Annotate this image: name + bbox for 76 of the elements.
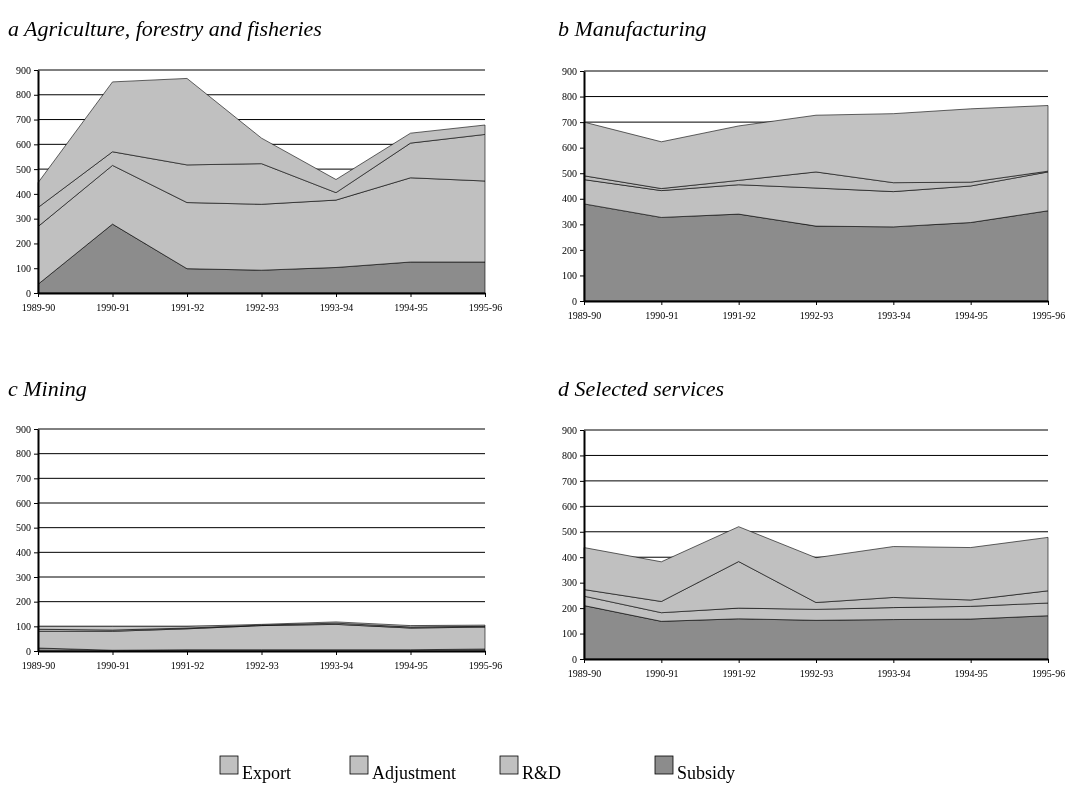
x-tick-label: 1995-96 — [1031, 668, 1066, 679]
x-tick-label: 1995-96 — [468, 302, 503, 313]
y-tick-label: 500 — [562, 526, 577, 538]
y-tick-label: 300 — [16, 213, 31, 225]
y-tick-label: 200 — [16, 596, 31, 608]
y-tick-label: 0 — [572, 295, 577, 307]
y-tick-label: 700 — [16, 473, 31, 485]
y-tick-label: 100 — [562, 628, 577, 640]
legend-label: Subsidy — [677, 763, 736, 783]
y-tick-label: 700 — [562, 475, 577, 487]
y-tick-label: 300 — [16, 571, 31, 583]
x-tick-label: 1989-90 — [567, 668, 602, 679]
x-tick-label: 1989-90 — [21, 302, 56, 313]
legend-label: Adjustment — [372, 763, 456, 783]
x-tick-label: 1989-90 — [21, 660, 56, 671]
x-tick-label: 1990-91 — [645, 310, 679, 321]
x-tick-label: 1994-95 — [954, 310, 988, 321]
y-tick-label: 700 — [562, 116, 577, 128]
y-tick-label: 500 — [562, 167, 577, 179]
y-tick-label: 500 — [16, 163, 31, 175]
y-tick-label: 900 — [562, 65, 577, 77]
y-tick-label: 800 — [562, 91, 577, 103]
y-tick-label: 700 — [16, 114, 31, 126]
y-tick-label: 100 — [16, 262, 31, 274]
y-tick-label: 300 — [562, 577, 577, 589]
y-tick-label: 800 — [16, 89, 31, 101]
legend-label: Export — [242, 763, 291, 783]
y-tick-label: 600 — [16, 139, 31, 151]
y-tick-label: 400 — [16, 547, 31, 559]
x-tick-label: 1990-91 — [645, 668, 679, 679]
y-tick-label: 0 — [26, 645, 31, 657]
y-tick-label: 100 — [562, 270, 577, 282]
x-tick-label: 1992-93 — [799, 310, 834, 321]
y-tick-label: 0 — [572, 653, 577, 665]
x-tick-label: 1992-93 — [245, 302, 279, 313]
y-tick-label: 900 — [16, 64, 31, 76]
x-tick-label: 1993-94 — [877, 668, 911, 679]
x-tick-label: 1995-96 — [468, 660, 503, 671]
y-tick-label: 300 — [562, 219, 577, 231]
x-tick-label: 1994-95 — [394, 302, 428, 313]
x-tick-label: 1994-95 — [394, 660, 428, 671]
y-tick-label: 600 — [16, 497, 31, 509]
x-tick-label: 1991-92 — [170, 302, 205, 313]
y-tick-label: 800 — [562, 450, 577, 462]
y-tick-label: 0 — [26, 287, 31, 299]
x-tick-label: 1995-96 — [1031, 310, 1066, 321]
chart-title: b Manufacturing — [558, 16, 707, 41]
x-tick-label: 1989-90 — [567, 310, 602, 321]
x-tick-label: 1990-91 — [96, 302, 130, 313]
y-tick-label: 200 — [16, 238, 31, 250]
y-tick-label: 900 — [16, 423, 31, 435]
x-tick-label: 1992-93 — [799, 668, 834, 679]
x-tick-label: 1990-91 — [96, 660, 130, 671]
x-tick-label: 1991-92 — [722, 668, 756, 679]
y-tick-label: 200 — [562, 244, 577, 256]
x-tick-label: 1992-93 — [245, 660, 279, 671]
x-tick-label: 1991-92 — [722, 310, 756, 321]
x-tick-label: 1993-94 — [319, 660, 354, 671]
y-tick-label: 400 — [16, 188, 31, 200]
y-tick-label: 400 — [562, 193, 577, 205]
x-tick-label: 1991-92 — [170, 660, 205, 671]
y-tick-label: 800 — [16, 448, 31, 460]
y-tick-label: 600 — [562, 501, 577, 513]
x-tick-label: 1993-94 — [319, 302, 354, 313]
y-tick-label: 400 — [562, 551, 577, 563]
legend-label: R&D — [522, 763, 562, 783]
y-tick-label: 200 — [562, 602, 577, 614]
y-tick-label: 100 — [16, 621, 31, 633]
y-tick-label: 500 — [16, 522, 31, 534]
chart-title: a Agriculture, forestry and fisheries — [8, 16, 322, 41]
y-tick-label: 900 — [562, 424, 577, 436]
y-tick-label: 600 — [562, 142, 577, 154]
chart-title: d Selected services — [558, 376, 725, 401]
chart-title: c Mining — [8, 376, 87, 401]
x-tick-label: 1994-95 — [954, 668, 988, 679]
x-tick-label: 1993-94 — [877, 310, 911, 321]
